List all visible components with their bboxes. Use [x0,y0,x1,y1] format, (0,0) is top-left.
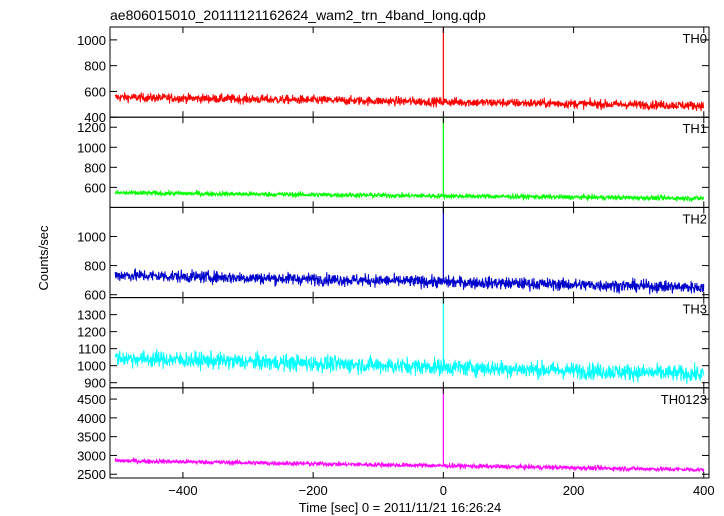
x-axis-label: Time [sec] 0 = 2011/11/21 16:26:24 [299,500,501,515]
panel-frame [109,206,710,299]
y-tick-label: 3500 [77,430,106,445]
x-tick-label: 400 [693,483,715,498]
y-tick-label: 1300 [77,308,106,323]
y-tick-label: 1200 [77,120,106,135]
y-tick-label: 1100 [78,342,106,357]
y-tick-label: 4500 [77,392,106,407]
y-tick-label: 600 [84,180,106,195]
panel-th1: 600 800 1000 1200 TH1 [77,116,710,208]
panel-label-th2: TH2 [682,211,707,226]
x-tick-label: −200 [298,483,327,498]
y-tick-label: 800 [84,160,106,175]
series-line-th1 [114,189,705,203]
y-tick-label: 800 [84,59,106,74]
panels-group: 400 600 800 1000 TH0 600 800 1000 1200 TH1 600 800 1… [77,26,710,482]
panel-th0: 400 600 800 1000 TH0 [77,26,710,125]
panel-frame [109,387,710,479]
y-tick-label: 1000 [77,33,106,48]
y-tick-label: 1200 [77,325,106,340]
y-tick-label: 900 [84,376,106,391]
panel-label-th1: TH1 [682,121,707,136]
y-tick-label: 1000 [77,229,106,244]
x-axis: −400 −200 0 200 400 [168,483,714,498]
y-tick-label: 800 [84,259,106,274]
panel-label-th0: TH0 [682,31,707,46]
x-tick-label: 0 [440,483,447,498]
x-tick-label: −400 [168,483,197,498]
y-tick-label: 1000 [77,359,106,374]
y-tick-label: 600 [84,288,106,303]
y-tick-label: 3000 [77,448,106,463]
series-line-th2 [114,268,705,295]
y-tick-label: 4000 [77,411,106,426]
panel-th0123: 2500 3000 3500 4000 4500 TH0123 [77,387,710,482]
y-tick-label: 2500 [77,467,106,482]
y-tick-label: 600 [84,84,106,99]
panel-label-th3: TH3 [682,302,707,317]
y-axis-label: Counts/sec [36,225,51,291]
panel-th2: 600 800 1000 TH2 [77,206,710,303]
panel-th3: 900 1000 1100 1200 1300 TH3 [77,297,710,391]
series-line-th0 [114,92,705,112]
series-line-th3 [114,348,705,385]
panel-label-th0123: TH0123 [661,392,707,407]
series-line-th0123 [114,457,705,473]
y-tick-label: 1000 [77,140,106,155]
chart-title: ae806015010_20111121162624_wam2_trn_4ban… [110,7,486,23]
y-tick-label: 400 [84,110,106,125]
x-tick-label: 200 [563,483,585,498]
